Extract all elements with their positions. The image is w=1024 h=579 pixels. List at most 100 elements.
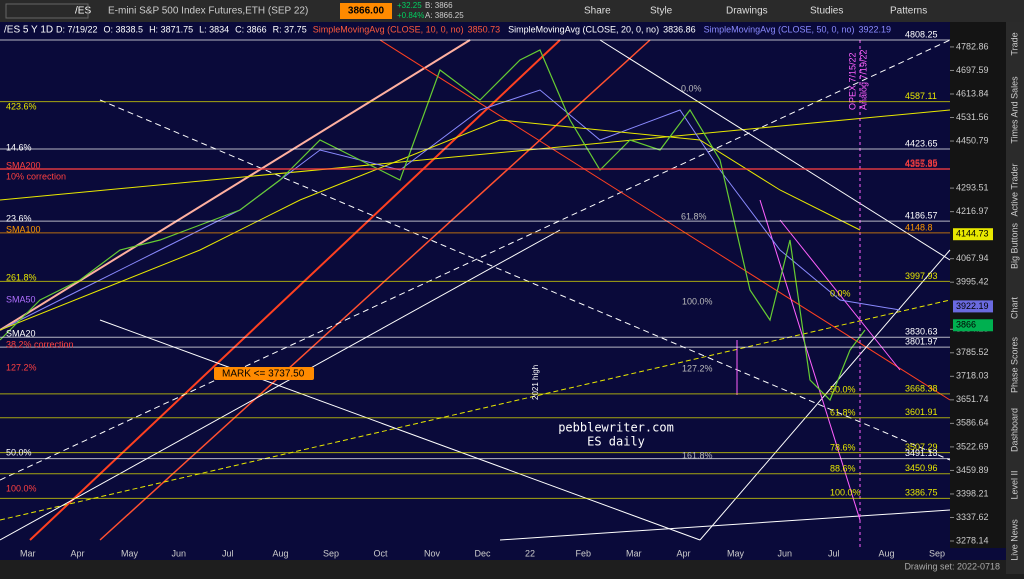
mark-box <box>214 367 314 380</box>
price-tick-label: 4293.51 <box>956 182 989 192</box>
level-label: 3386.75 <box>905 488 938 498</box>
chart-area <box>0 22 950 548</box>
month-label: 22 <box>525 548 535 558</box>
last-price: 3866.00 <box>348 6 385 17</box>
bid: B: 3866 <box>425 1 453 10</box>
month-label: Oct <box>374 548 389 558</box>
symbol[interactable]: /ES <box>75 6 91 17</box>
side-tab[interactable]: Active Trader <box>1009 163 1019 216</box>
left-label: 50.0% <box>6 447 32 457</box>
opex: OPEX 7/15/22 <box>847 52 857 110</box>
header-item: H: 3871.75 <box>149 24 193 34</box>
toolbar-button[interactable]: Studies <box>810 6 843 17</box>
month-label: Sep <box>323 548 339 558</box>
price-tick-label: 3586.64 <box>956 418 989 428</box>
price-highlight-label: 3922.19 <box>956 301 989 311</box>
fib-label: 161.8% <box>682 450 713 460</box>
study-name: SimpleMovingAvg (CLOSE, 20, 0, no) <box>508 24 659 34</box>
left-label: 261.8% <box>6 272 37 282</box>
toolbar-button[interactable]: Drawings <box>726 6 768 17</box>
study-value: 3850.73 <box>468 24 501 34</box>
price-tick-label: 3337.62 <box>956 512 989 522</box>
month-label: Jul <box>828 548 840 558</box>
price-tick-label: 3398.21 <box>956 488 989 498</box>
level-label: 4423.65 <box>905 138 938 148</box>
month-label: Mar <box>626 548 642 558</box>
price-tick-label: 3459.89 <box>956 465 989 475</box>
left-label: SMA100 <box>6 224 41 234</box>
side-tab[interactable]: Times And Sales <box>1009 76 1019 144</box>
month-label: Apr <box>71 548 85 558</box>
side-tab[interactable]: Trade <box>1009 32 1019 55</box>
side-tab[interactable]: Chart <box>1009 297 1019 320</box>
price-tick-label: 4450.79 <box>956 135 989 145</box>
month-label: May <box>121 548 139 558</box>
price-tick-label: 4782.86 <box>956 41 989 51</box>
month-label: Aug <box>879 548 895 558</box>
price-tick-label: 3785.52 <box>956 347 989 357</box>
header-item: C: 3866 <box>235 24 267 34</box>
watermark: pebblewriter.com <box>558 421 674 435</box>
level-label: 4148.8 <box>905 222 933 232</box>
level-label: 4355.39 <box>905 159 938 169</box>
price-tick-label: 4216.97 <box>956 206 989 216</box>
left-label: 14.6% <box>6 142 32 152</box>
side-tab[interactable]: Live News <box>1009 519 1019 561</box>
price-tick-label: 4531.56 <box>956 112 989 122</box>
header-item: R: 37.75 <box>273 24 307 34</box>
left-label: 423.6% <box>6 101 37 111</box>
symbol-box[interactable] <box>5 3 89 19</box>
fib-label: 100.0% <box>830 487 861 497</box>
fib-label: 61.8% <box>830 407 856 417</box>
level-label: 3507.29 <box>905 442 938 452</box>
level-label: 3450.96 <box>905 463 938 473</box>
level-label: 3830.63 <box>905 327 938 337</box>
price-highlight <box>953 319 993 332</box>
level-label: 4186.57 <box>905 210 938 220</box>
study-name: SimpleMovingAvg (CLOSE, 10, 0, no) <box>313 24 464 34</box>
price-highlight-label: 3866 <box>956 320 976 330</box>
price-tick-label: 3278.14 <box>956 535 989 545</box>
fib-label: 50.0% <box>830 384 856 394</box>
price-tick-label: 3651.74 <box>956 394 989 404</box>
toolbar-button[interactable]: Share <box>584 6 611 17</box>
level-label: 3601.91 <box>905 407 938 417</box>
header-item: D: 7/19/22 <box>56 24 98 34</box>
fib-label: 100.0% <box>682 296 713 306</box>
left-label: SMA50 <box>6 294 36 304</box>
level-label: 3997.93 <box>905 271 938 281</box>
side-tab[interactable]: Dashboard <box>1009 408 1019 452</box>
month-label: Dec <box>475 548 492 558</box>
side-tab[interactable]: Big Buttons <box>1009 222 1019 269</box>
price-tick-label: 4613.84 <box>956 88 989 98</box>
left-label: 38.2% correction <box>6 339 74 349</box>
analog: Analog 7/19/22 <box>858 49 868 110</box>
fib-label: 0.0% <box>681 83 702 93</box>
fib-label: 127.2% <box>682 363 713 373</box>
side-tab[interactable]: Level II <box>1009 470 1019 499</box>
header-item: L: 3834 <box>199 24 229 34</box>
chart-symbol: /ES 5 Y 1D <box>4 25 53 36</box>
month-label: Jun <box>172 548 187 558</box>
month-label: Sep <box>929 548 945 558</box>
header-item: O: 3838.5 <box>104 24 144 34</box>
month-label: Aug <box>273 548 289 558</box>
study-value: 3922.19 <box>859 24 892 34</box>
high-note: 2021 high <box>531 365 540 400</box>
status: Drawing set: 2022-0718 <box>904 561 1000 571</box>
left-label: 10% correction <box>6 171 66 181</box>
level-label: 3668.38 <box>905 383 938 393</box>
toolbar-button[interactable]: Style <box>650 6 673 17</box>
month-label: Apr <box>677 548 691 558</box>
left-label: SMA20 <box>6 328 36 338</box>
side-tab[interactable]: Phase Scores <box>1009 336 1019 393</box>
month-label: Nov <box>424 548 441 558</box>
status-bar <box>0 560 1006 574</box>
price-highlight <box>953 228 993 241</box>
month-label: Feb <box>576 548 592 558</box>
ask: A: 3866.25 <box>425 11 464 20</box>
toolbar-button[interactable]: Patterns <box>890 6 927 17</box>
study-value: 3836.86 <box>663 24 696 34</box>
fib-label: 78.6% <box>830 442 856 452</box>
